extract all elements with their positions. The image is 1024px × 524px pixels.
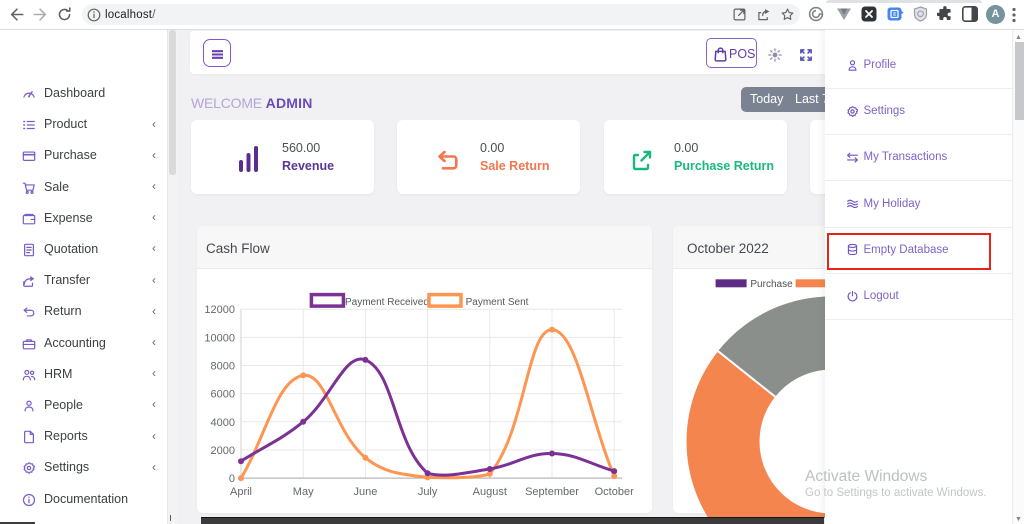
svg-text:August: August	[473, 486, 507, 498]
svg-text:10000: 10000	[204, 332, 235, 344]
svg-text:4000: 4000	[211, 416, 235, 428]
svg-text:Payment Received: Payment Received	[345, 296, 429, 307]
svg-text:May: May	[293, 486, 314, 498]
svg-text:12000: 12000	[204, 304, 235, 316]
svg-text:Purchase: Purchase	[750, 278, 793, 289]
svg-text:0: 0	[229, 473, 235, 485]
svg-text:8000: 8000	[211, 360, 235, 372]
svg-text:September: September	[525, 486, 579, 498]
svg-text:July: July	[418, 486, 438, 498]
svg-text:6000: 6000	[211, 388, 235, 400]
svg-text:June: June	[353, 486, 377, 498]
svg-text:October: October	[595, 486, 634, 498]
svg-text:April: April	[230, 486, 252, 498]
svg-text:2000: 2000	[211, 445, 235, 457]
svg-text:Payment Sent: Payment Sent	[466, 296, 529, 307]
